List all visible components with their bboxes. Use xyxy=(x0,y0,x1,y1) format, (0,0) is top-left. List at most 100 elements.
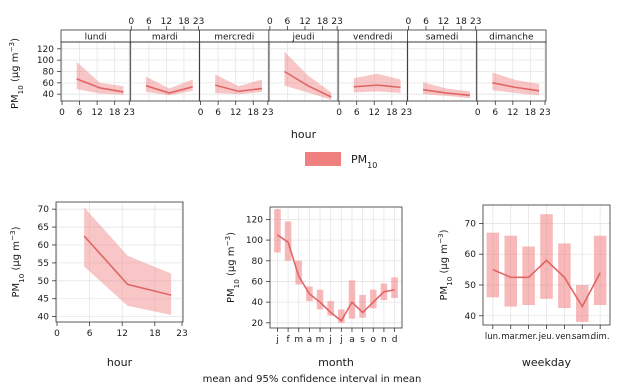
facet-label-dimanche: dimanche xyxy=(489,33,534,43)
weekday-y-tick-label: 70 xyxy=(465,219,477,229)
top-y-tick-label: 100 xyxy=(37,56,54,66)
footer-caption: mean and 95% confidence interval in mean xyxy=(203,374,422,385)
top-x-tick-label: 6 xyxy=(423,17,429,27)
month-ci-bar xyxy=(284,221,292,261)
hour-y-tick-label: 45 xyxy=(38,295,49,305)
ci-band-vendredi xyxy=(353,73,401,94)
top-x-tick-label: 0 xyxy=(59,108,65,118)
legend-swatch xyxy=(305,152,341,166)
weekday-x-tick-label: lun. xyxy=(485,332,501,342)
weekday-ci-bar xyxy=(558,243,571,309)
month-x-tick-label: a xyxy=(307,335,313,345)
month-frame xyxy=(269,206,403,329)
top-x-tick-label: 0 xyxy=(128,17,134,27)
top-x-tick-label: 18 xyxy=(525,108,537,118)
top-x-tick-label: 12 xyxy=(507,108,518,118)
weekday-ci-bar xyxy=(486,232,500,298)
weekday-ci-bar xyxy=(504,235,517,307)
top-x-tick-label: 23 xyxy=(193,17,204,27)
ci-band-lundi xyxy=(76,61,124,95)
top-x-tick-label: 23 xyxy=(331,17,342,27)
weekday-y-tick-label: 60 xyxy=(465,250,477,260)
month-x-tick-label: a xyxy=(349,335,355,345)
weekday-ci-bar xyxy=(576,285,589,322)
weekday-x-tick-label: sam. xyxy=(572,332,593,342)
facet-label-jeudi: jeudi xyxy=(292,33,315,43)
top-y-tick-label: 120 xyxy=(37,45,54,55)
top-x-tick-label: 23 xyxy=(401,108,412,118)
top-y-tick-label: 80 xyxy=(43,68,55,78)
mean-line-dimanche xyxy=(492,82,540,92)
hour-y-tick-label: 40 xyxy=(38,313,50,323)
mean-line-lundi xyxy=(76,78,124,93)
month-x-tick-label: d xyxy=(392,335,398,345)
month-x-tick-label: j xyxy=(339,335,343,345)
month-x-tick-label: j xyxy=(275,335,279,345)
weekday-ci-bar xyxy=(593,235,607,305)
legend-label: PM10 xyxy=(351,153,377,170)
facet-frame xyxy=(476,41,547,102)
facet-label-samedi: samedi xyxy=(426,33,459,43)
mean-line-jeudi xyxy=(284,70,332,98)
month-x-tick-label: j xyxy=(328,335,332,345)
top-x-tick-label: 12 xyxy=(161,17,172,27)
month-y-axis-label: PM10 (µg m−3) xyxy=(223,232,241,303)
top-y-axis-label: PM10 (µg m−3) xyxy=(7,38,25,109)
top-y-tick-label: 40 xyxy=(43,90,55,100)
top-x-tick-label: 18 xyxy=(109,108,121,118)
hour-mean-line xyxy=(83,235,172,296)
hour-x-tick-label: 6 xyxy=(87,329,93,339)
weekday-x-tick-label: dim. xyxy=(591,332,610,342)
top-x-tick-label: 0 xyxy=(475,108,481,118)
month-mean-line xyxy=(277,234,395,322)
weekday-x-tick-label: ven. xyxy=(555,332,573,342)
top-x-tick-label: 18 xyxy=(248,108,260,118)
month-x-axis-label: month xyxy=(318,356,354,369)
top-x-tick-label: 6 xyxy=(215,108,221,118)
weekday-y-tick-label: 40 xyxy=(465,312,477,322)
weekday-mean-line xyxy=(492,259,601,309)
top-x-tick-label: 6 xyxy=(285,17,291,27)
hour-ci-band xyxy=(84,207,172,315)
hour-y-tick-label: 70 xyxy=(38,205,50,215)
mean-line-samedi xyxy=(422,88,470,97)
month-x-tick-label: m xyxy=(316,335,325,345)
top-x-tick-label: 6 xyxy=(77,108,83,118)
hour-y-tick-label: 65 xyxy=(38,223,49,233)
top-x-tick-label: 0 xyxy=(406,17,412,27)
hour-y-axis-label: PM10 (µg m−3) xyxy=(8,226,26,297)
top-x-axis-label: hour xyxy=(291,128,317,141)
month-x-tick-label: f xyxy=(287,335,291,345)
weekday-x-tick-label: mar. xyxy=(501,332,520,342)
month-y-tick-label: 40 xyxy=(252,298,264,308)
month-y-tick-label: 100 xyxy=(246,236,263,246)
top-x-tick-label: 18 xyxy=(178,17,190,27)
facet-label-mardi: mardi xyxy=(152,33,178,43)
top-x-tick-label: 6 xyxy=(492,108,498,118)
top-x-tick-label: 23 xyxy=(262,108,273,118)
facet-label-mercredi: mercredi xyxy=(214,33,254,43)
top-x-tick-label: 6 xyxy=(354,108,360,118)
mean-line-vendredi xyxy=(353,84,401,89)
top-x-tick-label: 0 xyxy=(336,108,342,118)
month-ci-bar xyxy=(369,289,377,309)
month-ci-bar xyxy=(391,277,398,299)
top-x-tick-label: 12 xyxy=(91,108,102,118)
weekday-y-tick-label: 50 xyxy=(465,281,477,291)
weekday-x-tick-label: mer. xyxy=(519,332,538,342)
top-x-tick-label: 23 xyxy=(124,108,135,118)
hour-y-tick-label: 50 xyxy=(38,277,50,287)
hour-x-tick-label: 23 xyxy=(176,329,187,339)
ci-band-jeudi xyxy=(284,51,332,100)
hour-y-tick-label: 55 xyxy=(38,259,49,269)
month-ci-bar xyxy=(359,294,366,318)
month-x-tick-label: n xyxy=(381,335,387,345)
hour-x-axis-label: hour xyxy=(107,356,133,369)
month-y-tick-label: 20 xyxy=(252,319,264,329)
top-x-tick-label: 12 xyxy=(438,17,449,27)
month-y-tick-label: 120 xyxy=(246,215,263,225)
mean-line-mercredi xyxy=(214,84,263,93)
weekday-x-tick-label: jeu. xyxy=(538,332,555,342)
top-x-tick-label: 23 xyxy=(539,108,550,118)
hour-frame xyxy=(55,201,184,323)
